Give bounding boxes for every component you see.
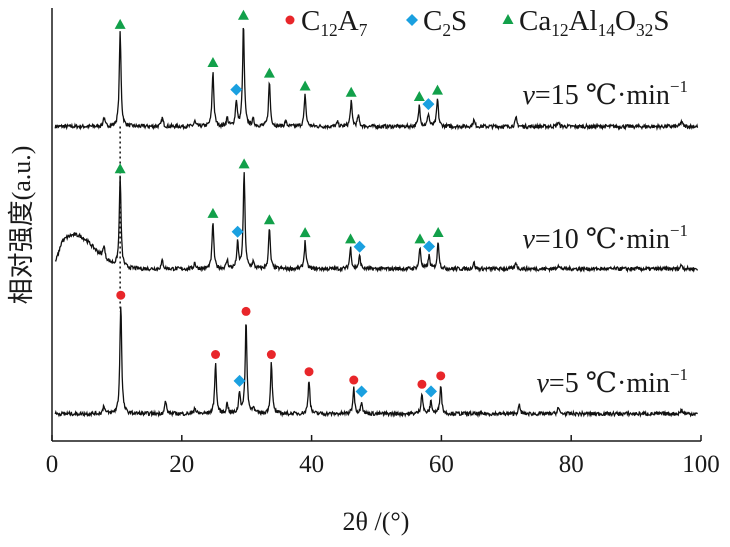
circle-marker [241, 306, 251, 316]
legend-label: C12​A7​ [301, 5, 368, 40]
triangle-marker [114, 18, 126, 29]
circle-marker [116, 290, 126, 300]
x-tick-label: 80 [559, 451, 584, 478]
diamond-marker [423, 240, 436, 253]
diamond-marker [422, 98, 435, 111]
triangle-marker [345, 86, 357, 97]
x-tick-label: 60 [429, 451, 454, 478]
x-tick-label: 0 [46, 451, 59, 478]
xrd-trace-5 [54, 306, 698, 419]
y-axis-label: 相对强度(a.u.) [7, 146, 36, 305]
triangle-marker [207, 207, 219, 218]
diamond-marker [231, 225, 244, 238]
triangle-marker [237, 9, 249, 20]
diamond-marker [230, 83, 243, 96]
diamond-marker [425, 385, 438, 398]
triangle-marker [263, 214, 275, 225]
legend-diamond-icon [406, 14, 418, 26]
xrd-trace-15 [54, 27, 699, 131]
circle-marker [304, 367, 314, 377]
triangle-marker [263, 67, 275, 78]
series-label: v=15 ℃·min−1 [522, 77, 688, 111]
triangle-marker [413, 90, 425, 101]
x-tick-label: 40 [299, 451, 324, 478]
triangle-marker [414, 233, 426, 244]
diamond-marker [353, 240, 366, 253]
legend-label: C2​S [423, 5, 467, 40]
legend-label: Ca12​Al14​O32​S [519, 5, 669, 40]
legend-circle-icon [285, 15, 295, 25]
x-axis-label: 2θ /(°) [343, 507, 410, 536]
circle-marker [211, 350, 221, 360]
x-tick-label: 100 [682, 451, 720, 478]
diamond-marker [355, 385, 368, 398]
triangle-marker [432, 84, 444, 95]
triangle-marker [345, 233, 357, 244]
triangle-marker [299, 80, 311, 91]
x-tick-label: 20 [169, 451, 194, 478]
circle-marker [436, 371, 446, 381]
circle-marker [266, 350, 276, 360]
triangle-marker [238, 158, 250, 169]
circle-marker [417, 379, 427, 389]
circle-marker [349, 375, 359, 385]
triangle-marker [432, 226, 444, 237]
series-label: v=5 ℃·min−1 [536, 365, 688, 399]
series-label: v=10 ℃·min−1 [522, 221, 688, 255]
legend-triangle-icon [502, 14, 514, 24]
diamond-marker [233, 374, 246, 387]
triangle-marker [207, 56, 219, 67]
xrd-trace-10 [54, 172, 699, 274]
triangle-marker [114, 163, 126, 174]
triangle-marker [299, 227, 311, 238]
